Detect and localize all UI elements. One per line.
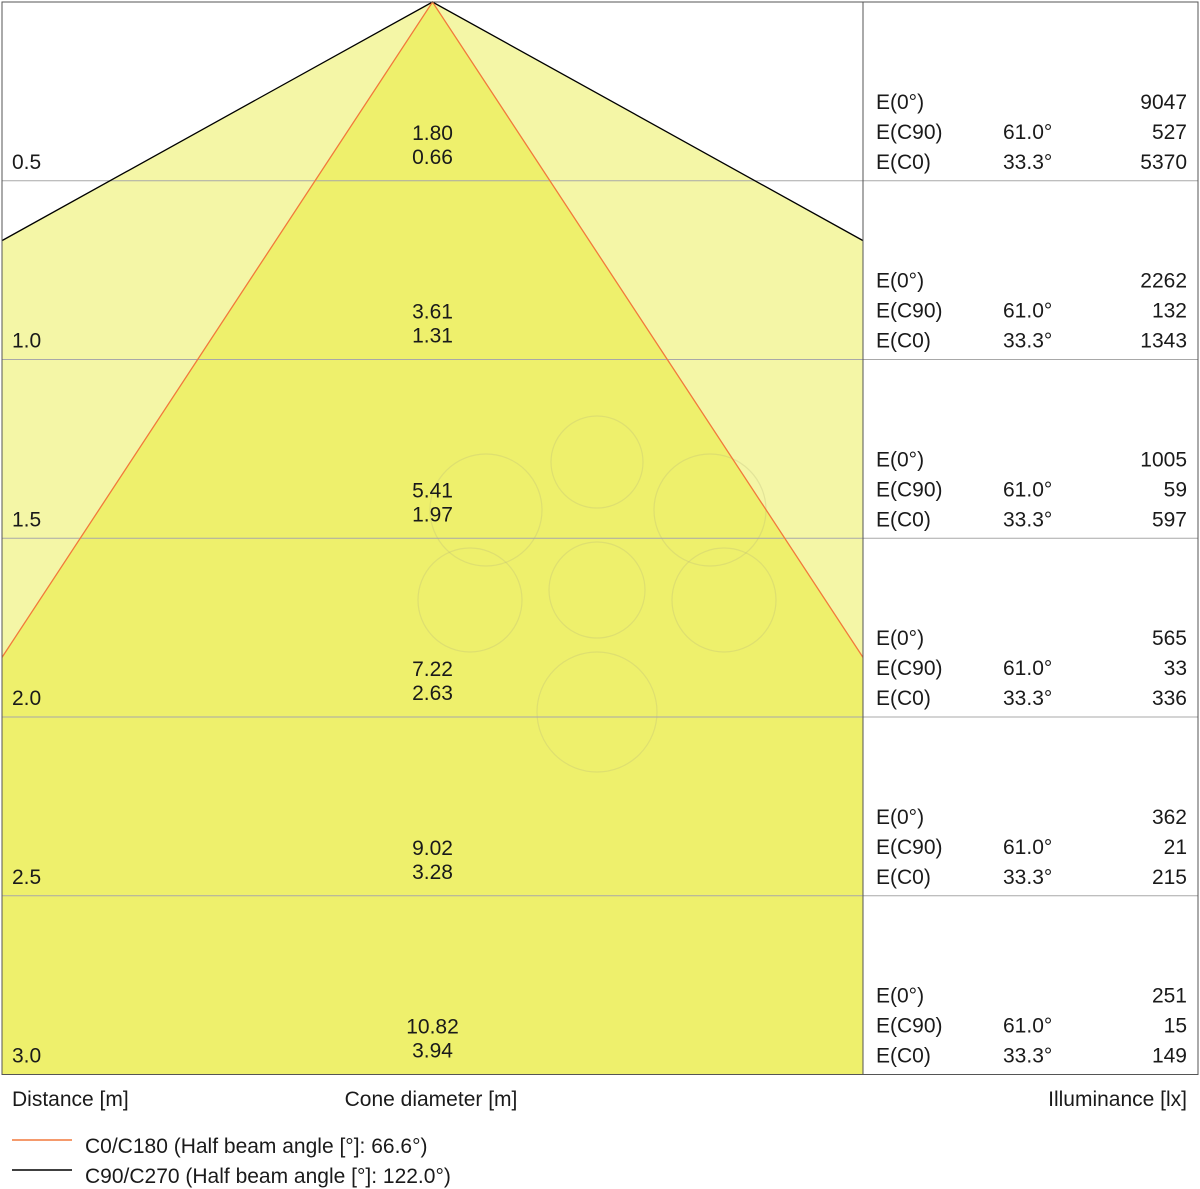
distance-label: 1.0: [12, 330, 41, 353]
ec90-value: 15: [1164, 1015, 1187, 1038]
cone-diameter-c0: 1.97: [412, 503, 453, 526]
cone-diameter-c0: 1.31: [412, 325, 453, 348]
ec90-angle: 61.0°: [1003, 300, 1052, 323]
ec0-value: 215: [1152, 866, 1187, 889]
ec0-label: E(C0): [876, 687, 931, 710]
e0-value: 9047: [1140, 91, 1187, 114]
e0-value: 565: [1152, 627, 1187, 650]
frame: [1, 1, 1199, 1075]
ec90-label: E(C90): [876, 300, 943, 323]
ec0-value: 149: [1152, 1045, 1187, 1068]
ec90-value: 33: [1164, 657, 1187, 680]
cone-diameter-c90: 9.02: [412, 837, 453, 860]
ec0-value: 1343: [1140, 330, 1187, 353]
ec90-angle: 61.0°: [1003, 836, 1052, 859]
e0-label: E(0°): [876, 448, 924, 471]
cone-diameter-c0: 0.66: [412, 146, 453, 169]
ec0-value: 336: [1152, 687, 1187, 710]
ec0-angle: 33.3°: [1003, 151, 1052, 174]
cone-diameter-c90: 1.80: [412, 122, 453, 145]
cone-diameter-c0: 3.94: [412, 1040, 453, 1063]
ec0-label: E(C0): [876, 508, 931, 531]
ec90-label: E(C90): [876, 657, 943, 680]
ec90-angle: 61.0°: [1003, 121, 1052, 144]
ec90-angle: 61.0°: [1003, 1015, 1052, 1038]
ec90-value: 132: [1152, 300, 1187, 323]
watermark-circle: [671, 547, 777, 653]
distance-label: 2.5: [12, 866, 41, 889]
watermark-circle: [550, 415, 644, 509]
ec0-value: 5370: [1140, 151, 1187, 174]
ec90-label: E(C90): [876, 1015, 943, 1038]
watermark-circle: [429, 453, 543, 567]
distance-label: 1.5: [12, 508, 41, 531]
ec90-label: E(C90): [876, 478, 943, 501]
ec0-angle: 33.3°: [1003, 508, 1052, 531]
ec0-label: E(C0): [876, 866, 931, 889]
ec90-label: E(C90): [876, 121, 943, 144]
ec0-angle: 33.3°: [1003, 1045, 1052, 1068]
legend: C0/C180 (Half beam angle [°]: 66.6°) C90…: [12, 1135, 451, 1188]
ec90-label: E(C90): [876, 836, 943, 859]
e0-label: E(0°): [876, 91, 924, 114]
ec90-angle: 61.0°: [1003, 657, 1052, 680]
ec0-angle: 33.3°: [1003, 687, 1052, 710]
ec0-label: E(C0): [876, 1045, 931, 1068]
watermark-circle: [548, 541, 646, 639]
watermark-circle: [417, 547, 523, 653]
cone-diameter-c90: 3.61: [412, 301, 453, 324]
ec90-value: 21: [1164, 836, 1187, 859]
cone-diameter-c90: 10.82: [406, 1016, 459, 1039]
watermark-circle: [536, 651, 658, 773]
e0-label: E(0°): [876, 627, 924, 650]
ec0-angle: 33.3°: [1003, 330, 1052, 353]
e0-value: 362: [1152, 806, 1187, 829]
e0-label: E(0°): [876, 806, 924, 829]
legend-label-c90-c270: C90/C270 (Half beam angle [°]: 122.0°): [85, 1165, 451, 1188]
legend-label-c0-c180: C0/C180 (Half beam angle [°]: 66.6°): [85, 1135, 427, 1158]
cone-diameter-c0: 2.63: [412, 682, 453, 705]
distance-axis-label: Distance [m]: [12, 1088, 129, 1111]
frame-border: [1, 1, 1199, 1075]
distance-label: 3.0: [12, 1045, 41, 1068]
e0-label: E(0°): [876, 270, 924, 293]
cone-diameter-c0: 3.28: [412, 861, 453, 884]
row-labels: 0.5 1.800.66 E(0°) 9047 E(C90) 61.0° 527 E(C0) 3…: [12, 91, 1187, 1068]
ec0-angle: 33.3°: [1003, 866, 1052, 889]
cone-diameter-axis-label: Cone diameter [m]: [345, 1088, 518, 1111]
distance-label: 2.0: [12, 687, 41, 710]
ec0-label: E(C0): [876, 330, 931, 353]
e0-label: E(0°): [876, 985, 924, 1008]
e0-value: 251: [1152, 985, 1187, 1008]
e0-value: 1005: [1140, 448, 1187, 471]
cone-diameter-c90: 5.41: [412, 479, 453, 502]
ec0-label: E(C0): [876, 151, 931, 174]
ec90-value: 59: [1164, 478, 1187, 501]
ec90-value: 527: [1152, 121, 1187, 144]
e0-value: 2262: [1140, 270, 1187, 293]
cone-diameter-c90: 7.22: [412, 658, 453, 681]
watermark: [417, 415, 777, 773]
ec90-angle: 61.0°: [1003, 478, 1052, 501]
ec0-value: 597: [1152, 508, 1187, 531]
distance-label: 0.5: [12, 151, 41, 174]
illuminance-axis-label: Illuminance [lx]: [1048, 1088, 1187, 1111]
